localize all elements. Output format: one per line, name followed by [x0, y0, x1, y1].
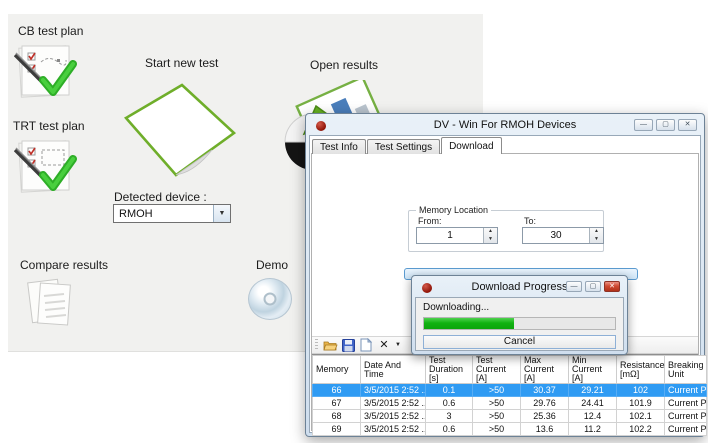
tab-test-settings[interactable]: Test Settings [366, 139, 441, 154]
cancel-button[interactable]: Cancel [423, 335, 616, 349]
save-icon[interactable] [340, 338, 356, 353]
dialog-maximize-button[interactable]: ▢ [585, 281, 601, 292]
col-min-current[interactable]: Min Current [A] [568, 355, 617, 384]
dialog-app-icon [422, 283, 432, 293]
to-value: 30 [550, 230, 562, 241]
spin-up-icon[interactable]: ▲ [488, 228, 493, 234]
table-row[interactable]: 67 3/5/2015 2:52 ... 0.6 >50 29.76 24.41 10… [312, 396, 707, 410]
main-window-title: DV - Win For RMOH Devices [433, 119, 577, 131]
open-folder-icon[interactable] [322, 338, 338, 353]
download-tab-page: Memory Location From: 1 ▲ ▼ To: 30 ▲ ▼ Dow… [311, 153, 707, 436]
results-grid-area: Memory Date And Time Test Duration [s] Tes… [312, 354, 707, 436]
delete-x-icon[interactable]: ✕ [379, 338, 389, 351]
from-label: From: [418, 216, 442, 226]
memory-location-group: Memory Location From: 1 ▲ ▼ To: 30 ▲ ▼ [408, 205, 604, 252]
spinner-arrows-icon: ▲ ▼ [483, 228, 497, 243]
dialog-titlebar[interactable]: Download Progress — ▢ ✕ [415, 279, 624, 297]
progress-dialog: Download Progress — ▢ ✕ Downloading... C… [411, 275, 628, 355]
dialog-minimize-button[interactable]: — [566, 281, 582, 292]
progress-bar [423, 317, 616, 330]
cb-test-plan-label: CB test plan [18, 24, 84, 38]
to-spinner[interactable]: 30 ▲ ▼ [522, 227, 604, 244]
detected-device-value: RMOH [119, 207, 153, 220]
to-label: To: [524, 216, 537, 226]
app-icon [316, 121, 326, 131]
dialog-close-button[interactable]: ✕ [604, 281, 620, 292]
table-row[interactable]: 66 3/5/2015 2:52 ... 0.1 >50 30.37 29.21 10… [312, 383, 707, 397]
detected-device-combo[interactable]: RMOH ▼ [113, 204, 231, 223]
table-row[interactable]: 69 3/5/2015 2:52 ... 0.6 >50 13.6 11.2 102.… [312, 422, 707, 436]
from-spinner[interactable]: 1 ▲ ▼ [416, 227, 498, 244]
col-breaking-unit[interactable]: Breaking Unit [664, 355, 707, 384]
col-test-duration[interactable]: Test Duration [s] [425, 355, 473, 384]
start-new-test-icon[interactable] [116, 80, 242, 180]
from-value: 1 [447, 230, 453, 241]
new-document-icon[interactable] [358, 338, 374, 353]
memory-location-legend: Memory Location [416, 205, 492, 215]
col-test-current[interactable]: Test Current [A] [472, 355, 521, 384]
spinner-arrows-icon: ▲ ▼ [589, 228, 603, 243]
tab-download[interactable]: Download [441, 137, 502, 154]
spin-down-icon[interactable]: ▼ [594, 235, 599, 242]
trt-test-plan-label: TRT test plan [13, 119, 85, 133]
main-window: DV - Win For RMOH Devices — ▢ ✕ Test Inf… [305, 113, 707, 437]
col-resistance[interactable]: Resistance [mΩ] [616, 355, 665, 384]
maximize-button[interactable]: ▢ [656, 119, 675, 131]
col-memory[interactable]: Memory [312, 355, 361, 384]
chevron-down-icon: ▼ [213, 205, 230, 222]
minimize-button[interactable]: — [634, 119, 653, 131]
demo-label: Demo [256, 258, 289, 272]
start-new-test-label: Start new test [145, 56, 219, 70]
main-client-area: Test Info Test Settings Download Memory … [309, 135, 707, 436]
downloading-status: Downloading... [423, 302, 490, 313]
demo-cd-icon[interactable] [248, 278, 292, 320]
tab-strip: Test Info Test Settings Download [312, 137, 503, 154]
table-header-row: Memory Date And Time Test Duration [s] Tes… [312, 355, 707, 384]
spin-up-icon[interactable]: ▲ [594, 228, 599, 234]
main-titlebar[interactable]: DV - Win For RMOH Devices — ▢ ✕ [309, 117, 701, 135]
toolbar-dropdown-arrow-icon[interactable]: ▼ [395, 342, 401, 348]
compare-results-label: Compare results [20, 258, 109, 272]
tab-test-info[interactable]: Test Info [312, 139, 366, 154]
dialog-title: Download Progress [471, 281, 568, 293]
cb-test-plan-icon[interactable] [14, 42, 78, 102]
detected-device-label: Detected device : [114, 190, 207, 204]
dialog-client-area: Downloading... Cancel [415, 297, 624, 351]
table-row[interactable]: 68 3/5/2015 2:52 ... 3 >50 25.36 12.4 102.1… [312, 409, 707, 423]
col-max-current[interactable]: Max Current [A] [520, 355, 569, 384]
spin-down-icon[interactable]: ▼ [488, 235, 493, 242]
toolbar-grip [315, 339, 318, 351]
progress-fill [424, 318, 514, 329]
close-button[interactable]: ✕ [678, 119, 697, 131]
results-table: Memory Date And Time Test Duration [s] Tes… [312, 355, 707, 436]
open-results-label: Open results [310, 58, 379, 72]
col-date-time[interactable]: Date And Time [360, 355, 426, 384]
compare-results-icon[interactable] [24, 276, 80, 332]
trt-test-plan-icon[interactable] [14, 137, 78, 197]
